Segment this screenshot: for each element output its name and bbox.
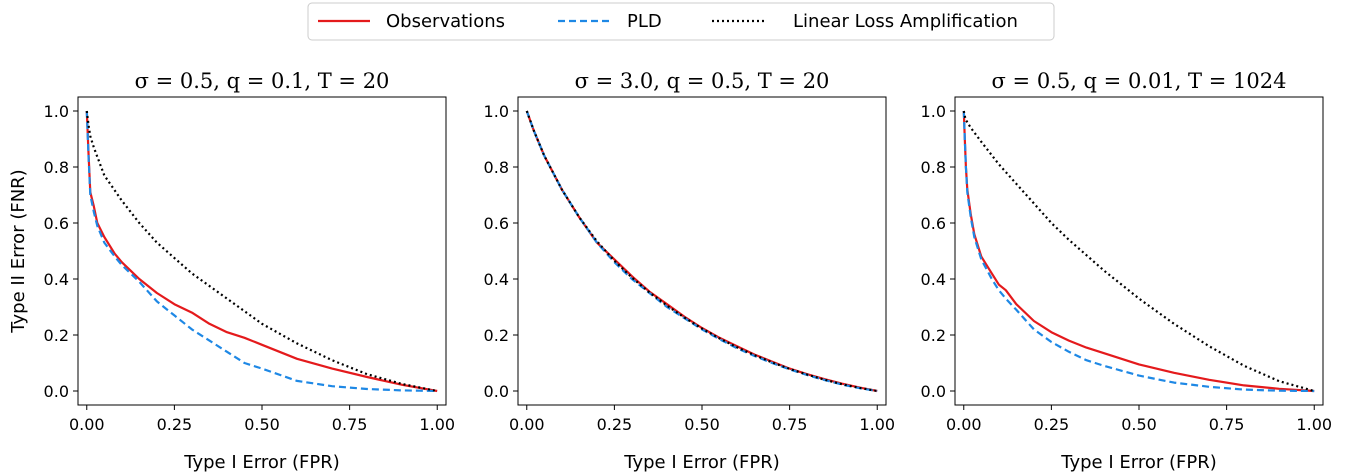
y-tick-label: 0.4: [44, 270, 69, 289]
y-tick-label: 0.8: [921, 158, 946, 177]
y-tick-label: 1.0: [44, 102, 69, 121]
y-tick-label: 0.4: [921, 270, 946, 289]
y-tick-label: 0.6: [44, 214, 69, 233]
panel-1-series: [85, 110, 438, 393]
x-tick-label: 0.50: [1121, 415, 1157, 434]
x-tick-label: 0.00: [946, 415, 982, 434]
panel-3-ticks: 0.00 0.25 0.50 0.75 1.00 0.0 0.2 0.4 0.6 0.8 1.0: [921, 102, 1333, 434]
panel-3: σ = 0.5, q = 0.01, T = 1024 0.00 0.25 0.50…: [921, 69, 1333, 473]
series-line-linear-loss-amplification: [525, 110, 878, 393]
panel-3-title: σ = 0.5, q = 0.01, T = 1024: [992, 69, 1287, 93]
series-line-observations: [525, 110, 878, 393]
y-tick-label: 0.6: [484, 214, 509, 233]
x-tick-label: 0.25: [157, 415, 193, 434]
series-line-linear-loss-amplification: [962, 110, 1315, 393]
panel-1-ticks: 0.00 0.25 0.50 0.75 1.00 0.0 0.2 0.4 0.6 0.8 1.0: [44, 102, 456, 434]
legend-label-pld: PLD: [627, 11, 662, 32]
series-line-pld: [85, 110, 438, 393]
x-tick-label: 0.75: [1209, 415, 1245, 434]
y-tick-label: 0.0: [921, 382, 946, 401]
y-tick-label: 0.0: [484, 382, 509, 401]
y-tick-label: 0.2: [921, 326, 946, 345]
x-tick-label: 0.25: [1034, 415, 1070, 434]
legend: Observations PLD Linear Loss Amplificati…: [307, 2, 1055, 41]
series-line-linear-loss-amplification: [85, 110, 438, 393]
panel-1-ylabel: Type II Error (FNR): [8, 169, 29, 333]
legend-label-linear-loss: Linear Loss Amplification: [793, 11, 1018, 32]
y-tick-label: 0.8: [484, 158, 509, 177]
series-line-observations: [85, 110, 438, 393]
series-line-pld: [525, 110, 878, 393]
panel-3-series: [962, 110, 1315, 393]
y-tick-label: 0.4: [484, 270, 509, 289]
series-line-pld: [962, 110, 1315, 393]
x-tick-label: 0.75: [772, 415, 808, 434]
y-tick-label: 1.0: [484, 102, 509, 121]
panel-2-series: [525, 110, 878, 393]
x-tick-label: 0.00: [509, 415, 545, 434]
x-tick-label: 0.75: [332, 415, 368, 434]
y-tick-label: 1.0: [921, 102, 946, 121]
y-tick-label: 0.8: [44, 158, 69, 177]
panel-2-title: σ = 3.0, q = 0.5, T = 20: [575, 69, 830, 93]
x-tick-label: 0.50: [684, 415, 720, 434]
panel-3-xlabel: Type I Error (FPR): [1060, 452, 1216, 473]
panel-3-frame: [954, 96, 1324, 406]
legend-frame: [307, 2, 1055, 41]
panel-2-frame: [517, 96, 887, 406]
x-tick-label: 1.00: [1296, 415, 1332, 434]
panel-1-title: σ = 0.5, q = 0.1, T = 20: [135, 69, 390, 93]
panel-2-ticks: 0.00 0.25 0.50 0.75 1.00 0.0 0.2 0.4 0.6 0.8 1.0: [484, 102, 896, 434]
x-tick-label: 0.00: [69, 415, 105, 434]
legend-label-observations: Observations: [386, 11, 505, 32]
y-tick-label: 0.2: [44, 326, 69, 345]
y-tick-label: 0.0: [44, 382, 69, 401]
series-line-observations: [962, 110, 1315, 393]
panel-2-xlabel: Type I Error (FPR): [623, 452, 779, 473]
y-tick-label: 0.6: [921, 214, 946, 233]
x-tick-label: 0.25: [597, 415, 633, 434]
panel-1-xlabel: Type I Error (FPR): [183, 452, 339, 473]
panel-2: σ = 3.0, q = 0.5, T = 20 0.00 0.25 0.50 0.7…: [484, 69, 896, 473]
panel-1-frame: [77, 96, 447, 406]
panel-1: σ = 0.5, q = 0.1, T = 20 0.00 0.25 0.50 0.7…: [8, 69, 455, 473]
x-tick-label: 1.00: [419, 415, 455, 434]
x-tick-label: 0.50: [244, 415, 280, 434]
x-tick-label: 1.00: [859, 415, 895, 434]
y-tick-label: 0.2: [484, 326, 509, 345]
